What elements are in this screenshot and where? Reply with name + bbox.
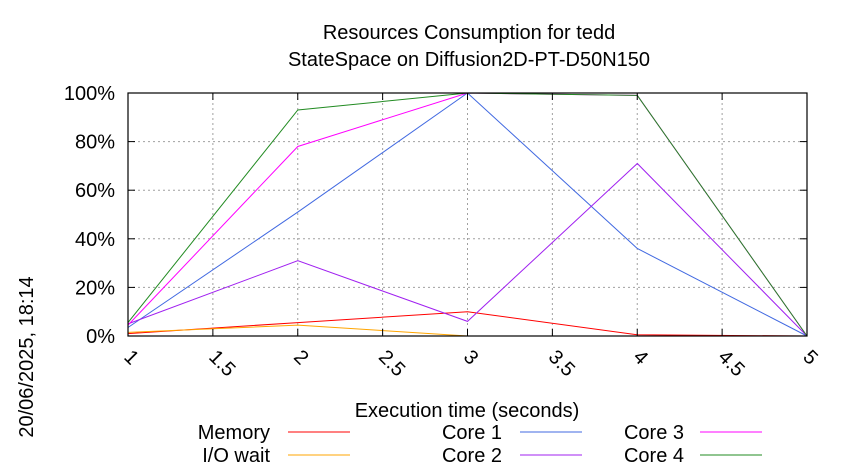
legend-label: Core 4 — [624, 445, 684, 467]
x-tick-label: 3 — [459, 346, 482, 369]
legend-label: Core 3 — [624, 422, 684, 444]
series-line-core-2 — [127, 162, 808, 337]
x-tick-label: 4 — [629, 346, 652, 369]
legend-label: I/O wait — [202, 445, 270, 467]
x-tick-label: 2 — [289, 346, 312, 369]
x-tick-label: 5 — [798, 346, 821, 369]
series-line-memory — [127, 311, 808, 337]
legend-label: Core 2 — [442, 445, 502, 467]
x-tick-label: 4.5 — [714, 346, 749, 381]
chart-subtitle: StateSpace on Diffusion2D-PT-D50N150 — [288, 49, 650, 71]
x-tick-label: 1.5 — [204, 346, 239, 381]
x-tick-label: 1 — [119, 346, 142, 369]
x-tick-label: 3.5 — [544, 346, 579, 381]
y-tick-label: 20% — [75, 277, 115, 299]
y-tick-label: 100% — [64, 83, 115, 105]
x-axis-label: Execution time (seconds) — [355, 400, 580, 422]
grid-layer — [128, 93, 807, 336]
y-tick-label: 40% — [75, 229, 115, 251]
y-tick-label: 60% — [75, 180, 115, 202]
legend-label: Core 1 — [442, 422, 502, 444]
y-tick-label: 80% — [75, 132, 115, 154]
timestamp: 20/06/2025, 18:14 — [16, 276, 38, 437]
y-tick-label: 0% — [86, 326, 115, 348]
x-tick-label: 2.5 — [374, 346, 409, 381]
legend-label: Memory — [198, 422, 270, 444]
chart-title: Resources Consumption for tedd — [323, 22, 615, 44]
